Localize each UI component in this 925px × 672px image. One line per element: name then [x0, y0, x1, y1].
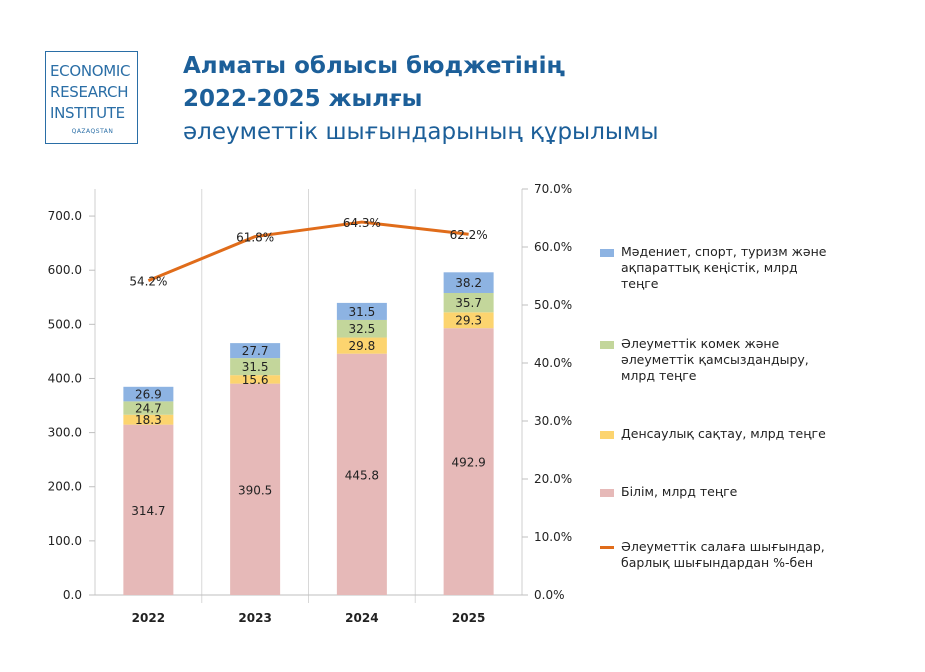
bar-label-culture: 27.7 [242, 344, 269, 358]
right-tick-label: 10.0% [534, 530, 572, 544]
right-tick-label: 30.0% [534, 414, 572, 428]
page-title: Алматы облысы бюджетінің 2022-2025 жылғы… [183, 50, 659, 149]
left-tick-label: 200.0 [48, 480, 82, 494]
bar-segment-social [443, 292, 494, 313]
x-tick-label: 2024 [345, 611, 378, 625]
bar-label-culture: 31.5 [349, 305, 376, 319]
left-tick-label: 600.0 [48, 263, 82, 277]
legend-label-line: млрд теңге [621, 368, 697, 383]
legend-swatch-culture [600, 249, 614, 257]
bar-segment-culture [336, 302, 387, 320]
bar-segment-culture [123, 386, 174, 402]
bar-label-education: 314.7 [131, 504, 165, 518]
right-tick-label: 20.0% [534, 472, 572, 486]
right-tick-label: 60.0% [534, 240, 572, 254]
bar-labels: 314.718.324.726.9390.515.631.527.7445.82… [131, 276, 486, 518]
legend-label: Мәдениет, спорт, туризм және ақпараттық к… [621, 244, 826, 292]
bar-label-health: 18.3 [135, 413, 162, 427]
left-tick-label: 100.0 [48, 534, 82, 548]
x-tick-label: 2022 [132, 611, 165, 625]
bar-label-culture: 38.2 [455, 276, 482, 290]
bar-segment-education [443, 328, 494, 595]
axes: 0.0 100.0 200.0 300.0 400.0 500.0 600.0 700.0 0.… [48, 182, 572, 625]
bar-label-social: 32.5 [349, 322, 376, 336]
bar-label-health: 29.3 [455, 314, 482, 328]
bar-label-health: 29.8 [349, 339, 376, 353]
bar-segment-education [230, 383, 281, 595]
logo: ECONOMIC RESEARCH INSTITUTE QAZAQSTAN [45, 51, 138, 144]
left-tick-label: 300.0 [48, 426, 82, 440]
right-tick-label: 50.0% [534, 298, 572, 312]
bar-label-education: 390.5 [238, 483, 272, 497]
right-tick-label: 40.0% [534, 356, 572, 370]
legend-label-line: теңге [621, 276, 659, 291]
right-tick-label: 70.0% [534, 182, 572, 196]
bar-segment-health [443, 312, 494, 329]
bar-label-health: 15.6 [242, 373, 269, 387]
bar-segment-health [336, 337, 387, 354]
logo-line-3: INSTITUTE [50, 104, 125, 122]
bar-label-education: 492.9 [451, 456, 485, 470]
bar-label-social: 31.5 [242, 360, 269, 374]
legend-label-line: ақпараттық кеңістік, млрд [621, 260, 798, 275]
left-tick-label: 0.0 [63, 588, 82, 602]
x-tick-label: 2023 [238, 611, 271, 625]
bar-segment-health [123, 414, 174, 425]
x-tick-label: 2025 [452, 611, 485, 625]
bar-segment-social [230, 358, 281, 376]
bar-label-social: 24.7 [135, 402, 162, 416]
legend-label-line: Денсаулық сақтау, млрд теңге [621, 426, 826, 441]
left-tick-label: 700.0 [48, 209, 82, 223]
legend-label-line: барлық шығындардан %-бен [621, 555, 814, 570]
line-point-label: 64.3% [343, 216, 381, 230]
logo-line-2: RESEARCH [50, 83, 129, 101]
left-tick-label: 400.0 [48, 371, 82, 385]
bar-segment-social [336, 319, 387, 338]
bar-label-culture: 26.9 [135, 388, 162, 402]
legend-label: Әлеуметтік салаға шығындар, барлық шығынд… [621, 539, 825, 571]
logo-subtitle: QAZAQSTAN [71, 128, 114, 135]
logo-line-1: ECONOMIC [50, 62, 131, 80]
line-point-label: 61.8% [236, 231, 274, 245]
bar-segment-education [336, 353, 387, 595]
legend-label-line: Әлеуметтік комек және [621, 336, 780, 351]
line-point-label: 54.2% [129, 275, 167, 289]
legend-label: Денсаулық сақтау, млрд теңге [621, 426, 826, 442]
bar-segment-health [230, 375, 281, 384]
line-series: 54.2% 61.8% 64.3% 62.2% [129, 216, 487, 289]
legend-label-line: Мәдениет, спорт, туризм және [621, 244, 827, 259]
left-tick-label: 500.0 [48, 317, 82, 331]
legend-swatch-line [600, 546, 614, 549]
title-line-3: әлеуметтік шығындарының құрылымы [183, 119, 659, 145]
bar-label-education: 445.8 [345, 468, 379, 482]
bar-segment-education [123, 424, 174, 595]
legend-label: Білім, млрд теңге [621, 484, 737, 500]
legend-swatch-education [600, 489, 614, 497]
bar-segment-culture [230, 343, 281, 359]
legend-swatch-social [600, 341, 614, 349]
legend-label: Әлеуметтік комек және әлеуметтік қамсызда… [621, 336, 809, 384]
bar-label-social: 35.7 [455, 296, 482, 310]
right-tick-label: 0.0% [534, 588, 565, 602]
legend-label-line: Әлеуметтік салаға шығындар, [621, 539, 825, 554]
legend-label-line: әлеуметтік қамсыздандыру, [621, 352, 809, 367]
line-point-label: 62.2% [450, 228, 488, 242]
legend-label-line: Білім, млрд теңге [621, 484, 738, 499]
title-line-1: Алматы облысы бюджетінің [183, 53, 566, 79]
line-path [147, 220, 469, 283]
bars [123, 272, 494, 595]
bar-segment-social [123, 401, 174, 415]
bar-segment-culture [443, 272, 494, 293]
legend-swatch-health [600, 431, 614, 439]
title-line-2: 2022-2025 жылғы [183, 86, 423, 112]
